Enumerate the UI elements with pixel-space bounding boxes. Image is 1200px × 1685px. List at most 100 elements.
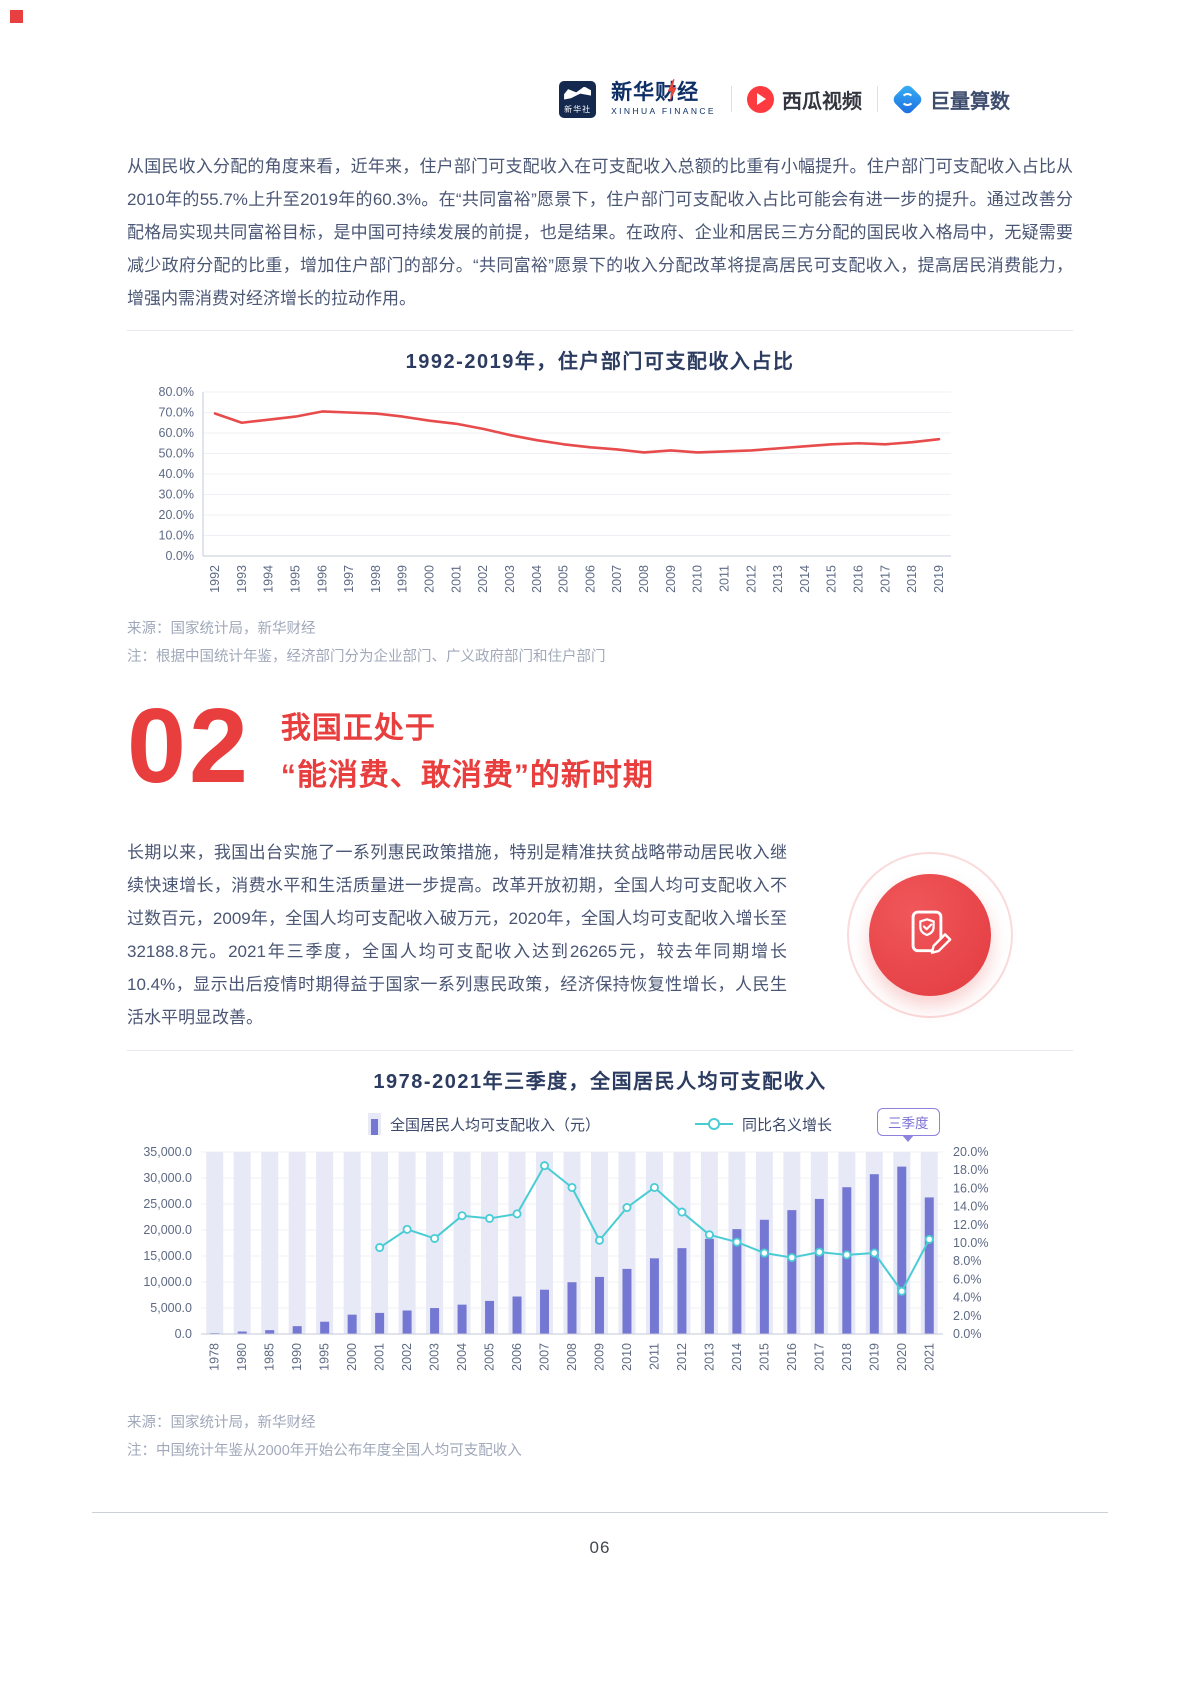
svg-text:4.0%: 4.0%: [953, 1291, 982, 1305]
legend-line-label: 同比名义增长: [742, 1116, 833, 1134]
document-pen-glyph: [911, 910, 952, 954]
svg-text:2004: 2004: [530, 565, 544, 593]
svg-text:1985: 1985: [263, 1343, 277, 1371]
svg-text:2000: 2000: [423, 565, 437, 593]
svg-text:0.0%: 0.0%: [166, 549, 195, 563]
svg-text:2003: 2003: [503, 565, 517, 593]
svg-text:2001: 2001: [373, 1343, 387, 1371]
svg-text:18.0%: 18.0%: [953, 1163, 988, 1177]
xinhua-finance-wordmark: 新华财经: [611, 79, 716, 105]
intro-paragraph: 从国民收入分配的角度来看，近年来，住户部门可支配收入在可支配收入总额的比重有小幅…: [127, 157, 1073, 308]
svg-text:2014: 2014: [798, 565, 812, 593]
bar-swatch-icon: [367, 1113, 381, 1135]
section-title: 我国正处于 “能消费、敢消费”的新时期: [281, 706, 654, 799]
svg-text:0.0%: 0.0%: [953, 1327, 982, 1341]
section-number: 02: [127, 687, 251, 805]
svg-text:1993: 1993: [235, 565, 249, 593]
svg-text:1999: 1999: [396, 565, 410, 593]
section-title-line1: 我国正处于: [280, 712, 436, 745]
svg-text:25,000.0: 25,000.0: [143, 1197, 192, 1211]
svg-text:1997: 1997: [342, 565, 356, 593]
per-capita-income-section: 1978-2021年三季度，全国居民人均可支配收入 全国居民人均可支配收入（元）…: [127, 1050, 1073, 1465]
xinhua-news-agency-logo: 新华社: [559, 80, 597, 118]
svg-text:2021: 2021: [922, 1343, 936, 1371]
xinhua-agency-icon: 新华社: [559, 80, 597, 118]
source-note: 来源：国家统计局，新华财经: [127, 621, 316, 637]
quarter-badge: 三季度: [877, 1108, 940, 1136]
svg-text:16.0%: 16.0%: [953, 1181, 988, 1195]
svg-text:2017: 2017: [812, 1343, 826, 1371]
divider: [731, 86, 732, 112]
corner-accent-mark: [10, 10, 23, 23]
svg-text:2015: 2015: [757, 1343, 771, 1371]
svg-text:2018: 2018: [840, 1343, 854, 1371]
flag-icon: [564, 86, 592, 100]
xinhua-finance-subtext: XINHUA FINANCE: [611, 106, 716, 117]
svg-text:2010: 2010: [620, 1343, 634, 1371]
xinhua-finance-logo: 新华财经 XINHUA FINANCE: [611, 79, 716, 117]
juliang-suanshu-text: 巨量算数: [930, 90, 1010, 113]
svg-text:2001: 2001: [449, 565, 463, 593]
svg-text:2017: 2017: [878, 565, 892, 593]
svg-text:2006: 2006: [583, 565, 597, 593]
svg-text:2015: 2015: [825, 565, 839, 593]
chart2-notes: 来源：国家统计局，新华财经 注：中国统计年鉴从2000年开始公布年度全国人均可支…: [127, 1409, 1073, 1465]
svg-text:20,000.0: 20,000.0: [143, 1223, 192, 1237]
household-income-share-line-chart: 80.0% 70.0% 60.0% 50.0% 40.0% 30.0% 20.0% 10.0%…: [159, 385, 951, 593]
page-number: 06: [589, 1538, 611, 1557]
svg-text:50.0%: 50.0%: [159, 447, 194, 461]
section-02-paragraph: 长期以来，我国出台实施了一系列惠民政策措施，特别是精准扶贫战略带动居民收入继续快…: [127, 843, 787, 1027]
svg-text:2005: 2005: [483, 1343, 497, 1371]
section-02-body: 长期以来，我国出台实施了一系列惠民政策措施，特别是精准扶贫战略带动居民收入继续快…: [127, 836, 1073, 1034]
svg-text:10,000.0: 10,000.0: [143, 1275, 192, 1289]
xigua-video-text: 西瓜视频: [782, 90, 862, 113]
svg-text:2012: 2012: [744, 565, 758, 593]
svg-text:2018: 2018: [905, 565, 919, 593]
svg-text:70.0%: 70.0%: [159, 406, 194, 420]
footer-divider: [92, 1512, 1108, 1513]
legend-item-line: 同比名义增长: [695, 1114, 832, 1135]
diamond-icon: [891, 82, 924, 116]
svg-text:30.0%: 30.0%: [159, 488, 194, 502]
svg-text:5,000.0: 5,000.0: [150, 1301, 192, 1315]
svg-text:1978: 1978: [208, 1343, 222, 1371]
svg-text:1996: 1996: [315, 565, 329, 593]
svg-text:40.0%: 40.0%: [159, 467, 194, 481]
chart2-legend: 全国居民人均可支配收入（元） 同比名义增长 三季度: [127, 1108, 1073, 1138]
svg-text:2007: 2007: [538, 1343, 552, 1371]
svg-text:35,000.0: 35,000.0: [143, 1145, 192, 1159]
svg-text:2019: 2019: [867, 1343, 881, 1371]
xinhua-finance-text: 新华财经: [611, 81, 700, 105]
document-pen-icon: [869, 874, 991, 996]
svg-text:80.0%: 80.0%: [159, 385, 194, 399]
line-marker-icon: [695, 1123, 733, 1125]
svg-text:2012: 2012: [675, 1343, 689, 1371]
svg-text:2014: 2014: [730, 1343, 744, 1371]
svg-text:1994: 1994: [262, 565, 276, 593]
svg-text:2005: 2005: [557, 565, 571, 593]
svg-text:1995: 1995: [288, 565, 302, 593]
svg-text:10.0%: 10.0%: [953, 1236, 988, 1250]
svg-text:10.0%: 10.0%: [159, 529, 194, 543]
chart1-notes: 来源：国家统计局，新华财经 注：根据中国统计年鉴，经济部门分为企业部门、广义政府…: [127, 615, 1073, 671]
legend-bar-label: 全国居民人均可支配收入（元）: [389, 1116, 600, 1134]
svg-text:15,000.0: 15,000.0: [143, 1249, 192, 1263]
svg-text:12.0%: 12.0%: [953, 1218, 988, 1232]
svg-text:2020: 2020: [895, 1343, 909, 1371]
svg-text:2013: 2013: [771, 565, 785, 593]
divider: [877, 86, 878, 112]
svg-text:2002: 2002: [476, 565, 490, 593]
svg-text:2000: 2000: [345, 1343, 359, 1371]
svg-text:2007: 2007: [610, 565, 624, 593]
svg-text:20.0%: 20.0%: [953, 1145, 988, 1159]
svg-text:2009: 2009: [592, 1343, 606, 1371]
chart1-title: 1992-2019年，住户部门可支配收入占比: [405, 351, 795, 373]
svg-text:2016: 2016: [852, 565, 866, 593]
svg-text:2009: 2009: [664, 565, 678, 593]
svg-text:2004: 2004: [455, 1343, 469, 1371]
brand-bar: 新华社 新华财经 XINHUA FINANCE 西瓜视频 巨量算数: [559, 78, 1010, 120]
per-capita-income-combo-chart: 35,000.0 30,000.0 25,000.0 20,000.0 15,000.0…: [143, 1145, 988, 1371]
svg-text:6.0%: 6.0%: [953, 1272, 982, 1286]
svg-text:1998: 1998: [369, 565, 383, 593]
